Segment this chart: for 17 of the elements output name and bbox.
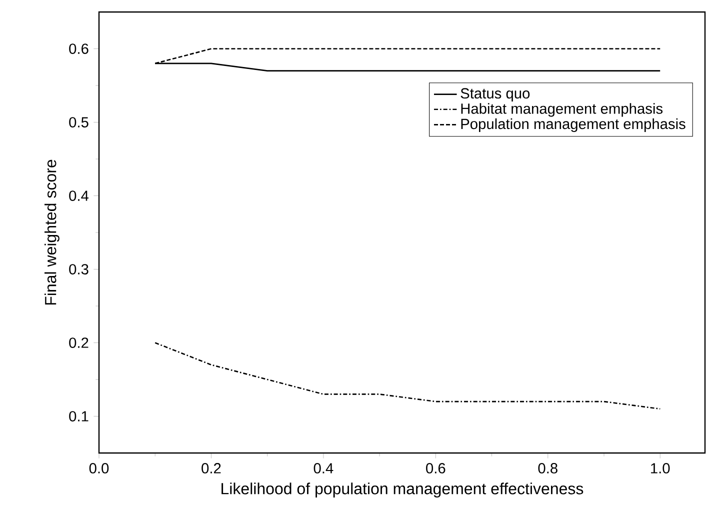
y-tick-label: 0.2 xyxy=(69,338,88,348)
x-tick-label: 0.0 xyxy=(89,463,109,474)
y-tick-label: 0.1 xyxy=(69,411,88,422)
x-tick-label: 0.2 xyxy=(202,463,221,474)
y-tick-label: 0.3 xyxy=(69,264,88,274)
legend-label: Status quo xyxy=(460,88,530,102)
y-tick-label: 0.4 xyxy=(69,190,89,201)
legend-label: Population management emphasis xyxy=(461,118,686,132)
x-tick-label: 0.8 xyxy=(538,463,558,474)
x-axis-title: Likelihood of population management effectiveness xyxy=(222,482,584,498)
x-tick-label: 0.6 xyxy=(426,463,446,474)
x-tick-label: 1.0 xyxy=(651,463,670,474)
legend-label: Habitat management emphasis xyxy=(461,103,663,117)
y-axis-title: Final weighted score xyxy=(44,160,60,305)
y-tick-label: 0.6 xyxy=(69,44,88,54)
y-tick-label: 0.5 xyxy=(69,117,88,128)
x-tick-label: 0.4 xyxy=(314,463,334,474)
